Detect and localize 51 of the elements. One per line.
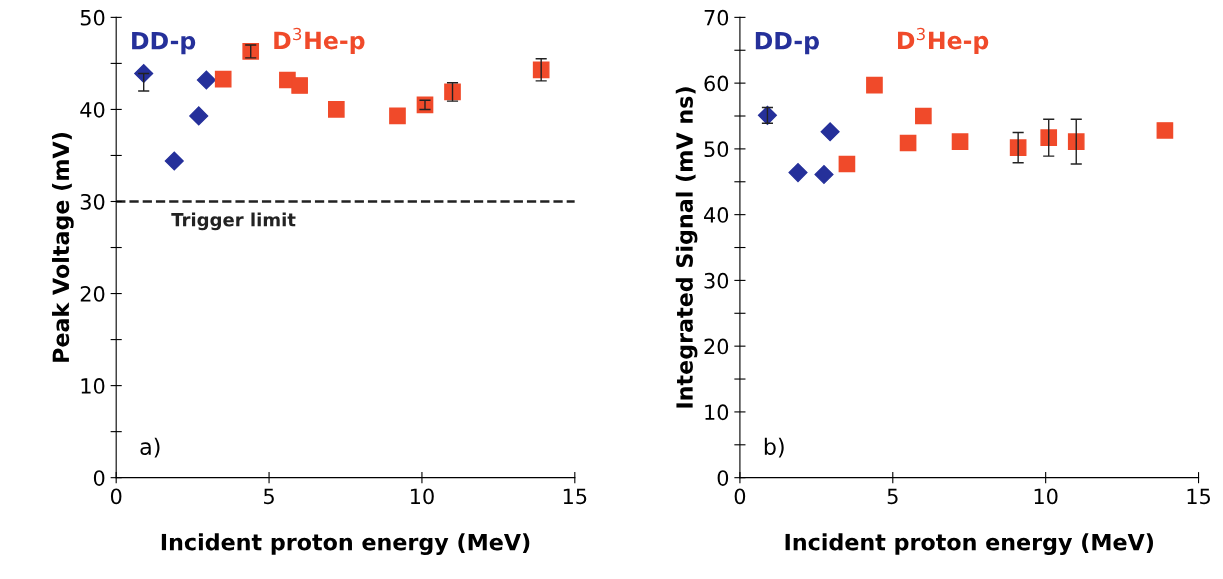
point <box>899 134 917 152</box>
y-tick-label: 10 <box>705 404 729 421</box>
point <box>820 122 840 142</box>
y-tick-label: 30 <box>704 272 729 289</box>
series-label: DD-p <box>132 32 196 55</box>
point <box>164 151 184 171</box>
ref-line-label: Trigger limit <box>171 212 296 231</box>
y-tick-label: 20 <box>80 286 105 302</box>
x-axis-title: Incident proton energy (MeV) <box>785 533 1153 555</box>
y-tick-label: 50 <box>704 141 729 158</box>
x-tick-label: 5 <box>264 488 274 505</box>
point <box>389 107 406 125</box>
x-tick-label: 0 <box>110 488 122 505</box>
point <box>866 76 883 94</box>
x-tick-label: 15 <box>1187 488 1210 505</box>
point <box>291 77 308 94</box>
point <box>189 106 209 126</box>
x-tick-label: 15 <box>563 488 587 505</box>
y-tick-label: 30 <box>80 193 105 210</box>
point <box>327 101 345 118</box>
y-axis-title: Integrated Signal (mV ns) <box>675 87 698 408</box>
annotation: b) <box>764 437 784 458</box>
y-tick-label: 20 <box>704 338 729 355</box>
y-tick-label: 0 <box>717 470 729 486</box>
x-tick-label: 5 <box>887 488 898 505</box>
point <box>1067 133 1085 150</box>
series-label: D$^{3}$He-p <box>274 27 365 54</box>
text: DD-p <box>755 32 819 55</box>
point <box>915 107 932 125</box>
y-tick-label: 0 <box>93 470 105 486</box>
annotation: a) <box>140 437 160 458</box>
y-tick-label: 10 <box>81 378 105 394</box>
x-tick-label: 0 <box>734 488 746 505</box>
point <box>1040 129 1058 147</box>
x-tick-label: 10 <box>410 488 434 505</box>
series-label: D$^{3}$He-p <box>898 27 989 54</box>
x-tick-label: 10 <box>1034 488 1058 505</box>
y-tick-label: 50 <box>80 9 105 26</box>
y-tick-label: 70 <box>704 9 729 26</box>
y-tick-label: 40 <box>704 207 729 223</box>
point <box>1156 122 1174 139</box>
x-axis-title: Incident proton energy (MeV) <box>161 533 530 555</box>
point <box>214 70 232 88</box>
y-tick-label: 60 <box>704 75 729 92</box>
point <box>196 70 216 90</box>
point <box>838 155 856 173</box>
y-tick-label: 40 <box>80 101 105 118</box>
y-axis-title: Peak Voltage (mV) <box>52 133 74 362</box>
point <box>951 133 969 150</box>
point <box>814 164 834 185</box>
point <box>788 163 808 183</box>
